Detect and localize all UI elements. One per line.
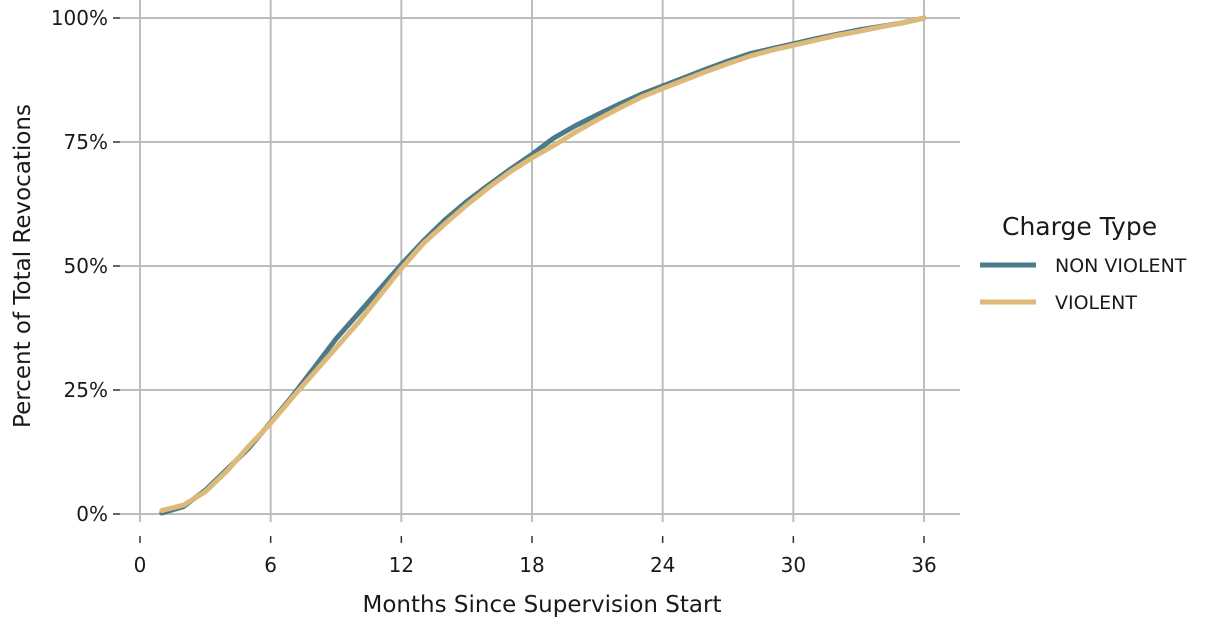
x-tick-label: 30 xyxy=(781,553,806,577)
series-lines xyxy=(159,15,927,516)
gridlines xyxy=(120,0,960,522)
legend-title: Charge Type xyxy=(1002,212,1157,241)
y-tick-label: 75% xyxy=(64,130,108,154)
y-tick-label: 25% xyxy=(64,378,108,402)
x-tick-label: 12 xyxy=(389,553,414,577)
x-tick-label: 6 xyxy=(264,553,277,577)
x-tick-label: 24 xyxy=(650,553,675,577)
x-axis-title: Months Since Supervision Start xyxy=(363,592,722,618)
legend-label: VIOLENT xyxy=(1055,292,1137,314)
axis-ticks: 0% 25% 50% 75% 100% 0 6 12 18 24 30 36 xyxy=(51,6,937,577)
series-line-violent xyxy=(159,15,927,514)
x-tick-label: 36 xyxy=(911,553,936,577)
x-tick-label: 18 xyxy=(519,553,544,577)
y-axis-title: Percent of Total Revocations xyxy=(10,104,36,428)
legend-items: NON VIOLENT VIOLENT xyxy=(980,255,1187,314)
x-tick-label: 0 xyxy=(134,553,147,577)
legend-label: NON VIOLENT xyxy=(1055,255,1187,277)
legend: Charge Type NON VIOLENT VIOLENT xyxy=(980,212,1187,314)
y-tick-label: 50% xyxy=(64,254,108,278)
y-tick-label: 100% xyxy=(51,6,108,30)
y-tick-label: 0% xyxy=(76,502,108,526)
